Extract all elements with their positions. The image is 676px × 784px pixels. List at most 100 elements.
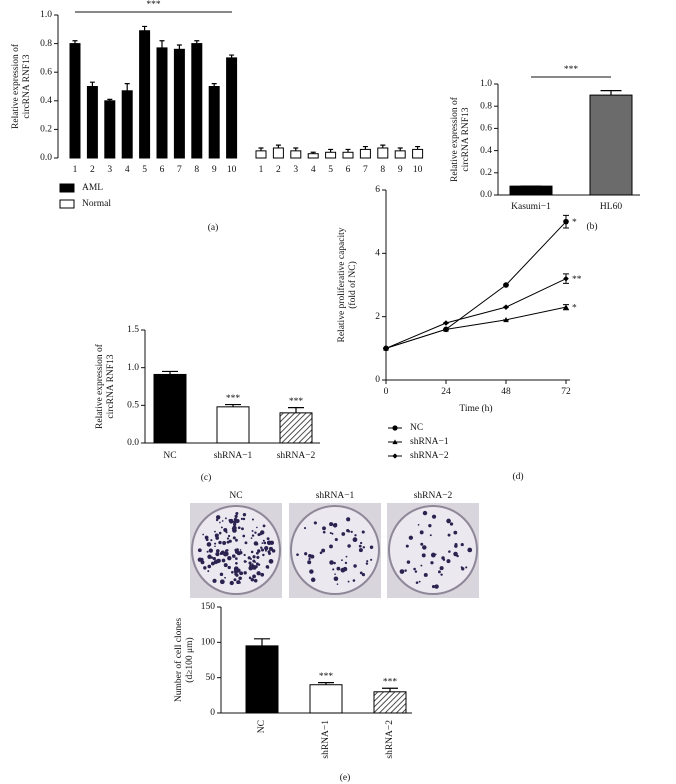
bar — [359, 148, 371, 159]
colony — [219, 551, 223, 556]
error-bar — [345, 148, 351, 153]
colony — [240, 517, 244, 521]
colony — [256, 571, 261, 576]
colony — [262, 524, 266, 528]
y-axis-label: circRNA RNF13 — [22, 54, 32, 118]
colony — [227, 565, 231, 570]
x-tick-label: 3 — [293, 165, 298, 175]
colony — [429, 534, 432, 537]
significance-label: *** — [226, 394, 241, 404]
colony — [266, 540, 272, 546]
colony — [268, 559, 274, 564]
x-tick-label: 4 — [125, 165, 130, 175]
colony — [219, 579, 225, 585]
colony — [341, 559, 343, 562]
significance-label: ** — [572, 275, 582, 285]
colony — [233, 578, 237, 582]
x-tick-label: shRNA−1 — [214, 451, 253, 461]
bar — [412, 148, 424, 159]
colony — [260, 572, 265, 577]
colony — [413, 567, 416, 571]
line — [385, 278, 567, 349]
colony — [214, 545, 216, 548]
bar — [255, 150, 267, 159]
colony — [263, 541, 267, 545]
x-tick-label: 10 — [413, 165, 423, 175]
colony — [248, 561, 252, 565]
colony — [260, 548, 265, 552]
colony — [329, 522, 334, 527]
colony — [465, 566, 468, 569]
bar — [307, 153, 319, 159]
colony — [212, 556, 216, 561]
bar — [208, 86, 220, 159]
bar — [226, 57, 238, 159]
y-tick-label: 2 — [375, 312, 380, 322]
colony — [361, 573, 366, 577]
plate-label: shRNA−2 — [414, 491, 453, 501]
colony — [336, 583, 339, 585]
x-tick-label: 5 — [328, 165, 333, 175]
colony — [309, 569, 314, 574]
panel-label: (a) — [208, 222, 219, 233]
colony — [333, 561, 336, 565]
colony — [251, 518, 254, 521]
colony — [414, 570, 418, 573]
marker — [503, 282, 509, 288]
colony — [434, 553, 437, 556]
x-tick-label: HL60 — [600, 202, 622, 212]
colony — [253, 541, 259, 546]
bar — [509, 185, 553, 196]
y-tick-label: 1.5 — [127, 325, 139, 335]
bar — [342, 151, 354, 159]
colony — [336, 566, 341, 571]
colony — [227, 534, 231, 538]
legend-label: Normal — [82, 199, 111, 209]
colony — [358, 544, 362, 548]
bar — [245, 645, 279, 714]
colony — [340, 567, 346, 573]
colony — [454, 544, 458, 548]
error-bar — [310, 151, 316, 154]
colony — [243, 571, 247, 575]
colony — [226, 537, 230, 540]
colony — [221, 558, 226, 563]
colony — [228, 518, 234, 524]
y-tick-label: 50 — [206, 673, 216, 683]
colony — [461, 567, 465, 571]
panel-label: (b) — [586, 221, 597, 232]
colony — [213, 560, 218, 565]
colony — [254, 531, 257, 534]
x-tick-label: 72 — [561, 387, 571, 397]
marker — [563, 218, 569, 225]
colony — [239, 572, 241, 575]
colony — [453, 530, 458, 535]
colony — [215, 518, 219, 522]
colony — [206, 542, 212, 547]
colony — [350, 530, 353, 533]
colony — [251, 530, 254, 532]
colony — [226, 540, 230, 544]
colony — [235, 561, 238, 565]
legend-swatch — [59, 183, 75, 193]
colony — [221, 520, 224, 522]
x-tick-label: shRNA−2 — [385, 720, 395, 759]
error-bar — [415, 145, 421, 150]
significance-label: *** — [289, 397, 304, 407]
colony — [257, 549, 261, 553]
colony — [270, 541, 273, 545]
colony — [359, 541, 363, 545]
colony — [266, 566, 270, 569]
y-tick-label: 0.4 — [480, 146, 492, 156]
colony — [215, 552, 220, 557]
significance-label: * — [572, 303, 577, 313]
y-tick-label: 150 — [201, 602, 216, 612]
colony — [207, 564, 212, 569]
x-tick-label: 8 — [380, 165, 385, 175]
y-axis-label: Relative expression of — [94, 343, 105, 429]
error-bar — [397, 147, 403, 151]
colony — [359, 571, 363, 575]
significance-label: *** — [383, 677, 398, 687]
significance-label: *** — [319, 672, 334, 682]
colony — [203, 566, 207, 570]
